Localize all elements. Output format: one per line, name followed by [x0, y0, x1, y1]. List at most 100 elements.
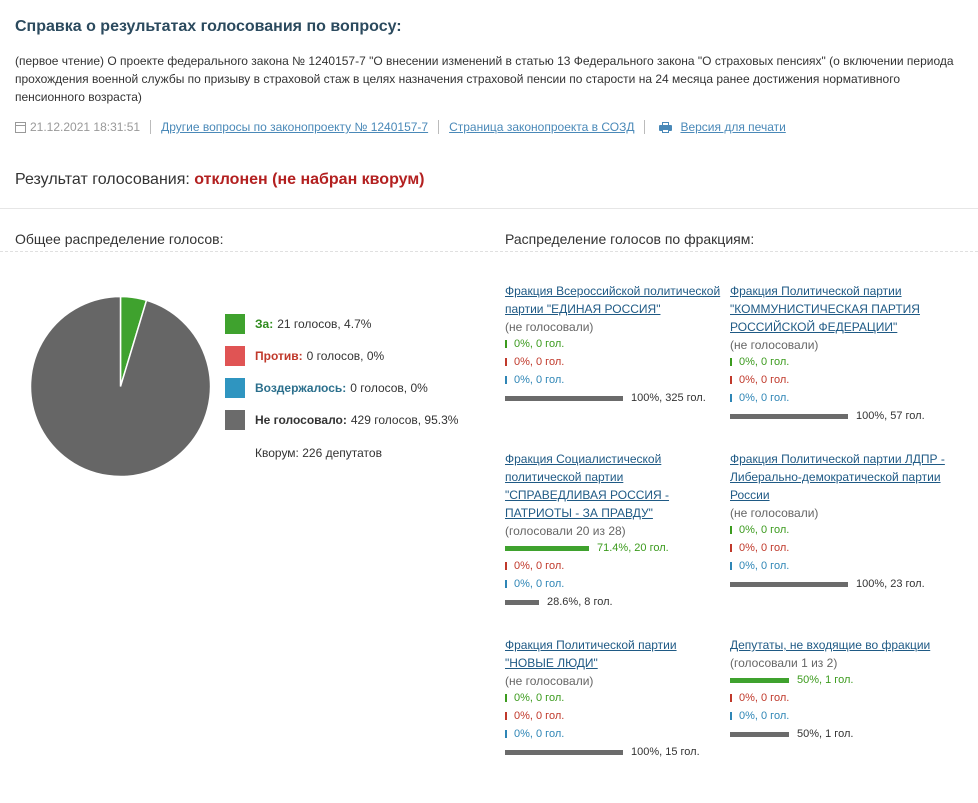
vote-marker — [730, 394, 732, 402]
faction-row-abstain: 0%, 0 гол. — [505, 371, 725, 389]
vote-date: 21.12.2021 18:31:51 — [15, 120, 140, 134]
divider — [150, 120, 152, 134]
quorum-text: Кворум: 226 депутатов — [255, 446, 382, 460]
faction-status: (голосовали 20 из 28) — [505, 524, 626, 538]
faction-vote-text: 0%, 0 гол. — [514, 692, 565, 704]
vote-bar — [730, 581, 848, 587]
faction-vote-text: 0%, 0 гол. — [514, 356, 565, 368]
vote-result: Результат голосования: отклонен (не набр… — [15, 171, 425, 189]
divider — [644, 120, 646, 134]
print-version-link[interactable]: Версия для печати — [680, 120, 786, 134]
other-questions-link[interactable]: Другие вопросы по законопроекту № 124015… — [161, 120, 429, 134]
faction-row-not-voted: 100%, 325 гол. — [505, 389, 725, 407]
faction-status: (голосовали 1 из 2) — [730, 656, 838, 670]
sozd-page-link[interactable]: Страница законопроекта в СОЗД — [449, 120, 635, 134]
faction-vote-text: 0%, 0 гол. — [514, 710, 565, 722]
faction-vote-text: 0%, 0 гол. — [514, 374, 565, 386]
faction-row-against: 0%, 0 гол. — [505, 353, 725, 371]
faction-row-for: 0%, 0 гол. — [505, 335, 725, 353]
faction-vote-text: 50%, 1 гол. — [797, 674, 854, 686]
vote-marker — [730, 562, 732, 570]
page-title: Справка о результатах голосования по воп… — [15, 18, 402, 35]
faction-row-not-voted: 50%, 1 гол. — [730, 725, 950, 743]
vote-result-value: отклонен (не набран кворум) — [194, 171, 425, 188]
vote-bar — [730, 677, 789, 683]
vote-marker — [730, 544, 732, 552]
faction-vote-text: 100%, 325 гол. — [631, 392, 706, 404]
faction-vote-text: 0%, 0 гол. — [514, 560, 565, 572]
vote-marker — [505, 358, 507, 366]
vote-marker — [730, 358, 732, 366]
faction-row-not-voted: 100%, 57 гол. — [730, 407, 950, 425]
faction-row-against: 0%, 0 гол. — [505, 707, 725, 725]
vote-marker — [505, 712, 507, 720]
printer-icon[interactable] — [659, 121, 673, 133]
vote-marker — [505, 340, 507, 348]
vote-date-text: 21.12.2021 18:31:51 — [30, 120, 141, 134]
faction-row-abstain: 0%, 0 гол. — [505, 575, 725, 593]
faction-name-link[interactable]: Фракция Социалистической политической па… — [505, 452, 670, 520]
faction-vote-text: 0%, 0 гол. — [739, 356, 790, 368]
divider — [0, 208, 978, 209]
faction-row-abstain: 0%, 0 гол. — [730, 389, 950, 407]
faction-name-link[interactable]: Депутаты, не входящие во фракции — [730, 638, 931, 652]
legend-label: За: — [255, 317, 274, 331]
vote-marker — [505, 376, 507, 384]
faction-name-link[interactable]: Фракция Политической партии "НОВЫЕ ЛЮДИ" — [505, 638, 677, 670]
vote-marker — [730, 376, 732, 384]
vote-marker — [505, 580, 507, 588]
faction-row-not-voted: 100%, 23 гол. — [730, 575, 950, 593]
faction-vote-text: 0%, 0 гол. — [514, 338, 565, 350]
faction-vote-text: 0%, 0 гол. — [739, 524, 790, 536]
faction-name-link[interactable]: Фракция Политической партии "КОММУНИСТИЧ… — [730, 284, 920, 334]
legend-swatch — [225, 314, 245, 334]
vote-result-label: Результат голосования: — [15, 171, 190, 188]
faction-row-abstain: 0%, 0 гол. — [505, 725, 725, 743]
faction-status: (не голосовали) — [505, 320, 594, 334]
legend-item-not_voted: Не голосовало: 429 голосов, 95.3% — [225, 410, 458, 430]
legend-item-abstain: Воздержалось: 0 голосов, 0% — [225, 378, 458, 398]
faction-status: (не голосовали) — [730, 506, 819, 520]
faction-card: Фракция Всероссийской политической парти… — [505, 282, 725, 407]
faction-status: (не голосовали) — [730, 338, 819, 352]
vote-pie-chart — [30, 296, 211, 477]
faction-row-for: 71.4%, 20 гол. — [505, 539, 725, 557]
faction-row-against: 0%, 0 гол. — [505, 557, 725, 575]
faction-vote-text: 0%, 0 гол. — [514, 728, 565, 740]
overall-distribution-heading: Общее распределение голосов: — [15, 231, 224, 247]
legend-swatch — [225, 346, 245, 366]
faction-row-abstain: 0%, 0 гол. — [730, 557, 950, 575]
faction-row-abstain: 0%, 0 гол. — [730, 707, 950, 725]
faction-vote-text: 50%, 1 гол. — [797, 728, 854, 740]
faction-card: Депутаты, не входящие во фракции (голосов… — [730, 636, 950, 743]
faction-name-link[interactable]: Фракция Всероссийской политической парти… — [505, 284, 721, 316]
faction-vote-text: 71.4%, 20 гол. — [597, 542, 669, 554]
faction-vote-text: 100%, 57 гол. — [856, 410, 925, 422]
faction-card: Фракция Политической партии "КОММУНИСТИЧ… — [730, 282, 950, 425]
legend-swatch — [225, 410, 245, 430]
pie-slice-3 — [30, 296, 211, 477]
faction-row-against: 0%, 0 гол. — [730, 539, 950, 557]
vote-bar — [730, 731, 789, 737]
faction-vote-text: 0%, 0 гол. — [739, 542, 790, 554]
faction-vote-text: 0%, 0 гол. — [739, 710, 790, 722]
vote-marker — [505, 562, 507, 570]
divider — [438, 120, 440, 134]
meta-bar: 21.12.2021 18:31:51 Другие вопросы по за… — [15, 120, 786, 134]
faction-card: Фракция Политической партии ЛДПР - Либер… — [730, 450, 950, 593]
divider — [0, 251, 978, 252]
faction-vote-text: 100%, 23 гол. — [856, 578, 925, 590]
faction-name-link[interactable]: Фракция Политической партии ЛДПР - Либер… — [730, 452, 945, 502]
legend-value: 429 голосов, 95.3% — [350, 413, 459, 427]
faction-row-for: 0%, 0 гол. — [730, 353, 950, 371]
legend-label: Не голосовало: — [255, 413, 347, 427]
faction-vote-text: 0%, 0 гол. — [739, 374, 790, 386]
legend-swatch — [225, 378, 245, 398]
faction-row-not-voted: 28.6%, 8 гол. — [505, 593, 725, 611]
vote-marker — [505, 694, 507, 702]
faction-vote-text: 0%, 0 гол. — [739, 692, 790, 704]
vote-bar — [730, 413, 848, 419]
legend-label: Воздержалось: — [255, 381, 347, 395]
faction-card: Фракция Социалистической политической па… — [505, 450, 725, 611]
vote-marker — [730, 526, 732, 534]
